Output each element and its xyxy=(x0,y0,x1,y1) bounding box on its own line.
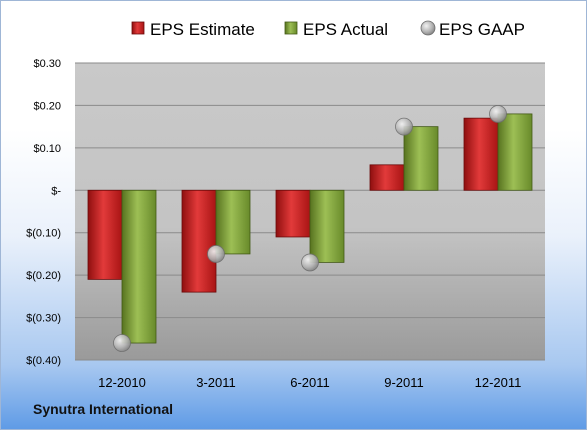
legend-swatch xyxy=(420,20,436,36)
bar-eps-estimate xyxy=(463,117,499,191)
y-tick-label: $(0.20) xyxy=(26,270,61,282)
bars xyxy=(87,113,533,344)
marker-eps-gaap xyxy=(301,253,319,272)
y-tick-label: $(0.30) xyxy=(26,313,61,325)
marker-eps-gaap xyxy=(395,117,413,136)
y-tick-label: $(0.40) xyxy=(26,355,61,367)
legend-label: EPS Actual xyxy=(303,20,388,39)
marker-eps-gaap xyxy=(113,334,131,352)
x-category-label: 12-2011 xyxy=(475,375,522,390)
y-tick-label: $- xyxy=(51,185,61,197)
bar-eps-estimate xyxy=(275,189,311,238)
y-tick-label: $(0.10) xyxy=(26,228,61,240)
x-category-label: 12-2010 xyxy=(98,375,146,390)
x-category-label: 6-2011 xyxy=(290,375,330,390)
legend-label: EPS Estimate xyxy=(150,20,255,39)
x-category-label: 3-2011 xyxy=(196,375,236,390)
bar-eps-actual xyxy=(215,189,251,255)
bar-eps-estimate xyxy=(87,189,123,280)
bar-eps-actual xyxy=(309,189,345,263)
y-tick-label: $0.20 xyxy=(33,100,61,112)
x-category-label: 9-2011 xyxy=(384,375,424,390)
y-tick-label: $0.30 xyxy=(33,58,61,70)
legend-label: EPS GAAP xyxy=(439,20,525,39)
bar-eps-estimate xyxy=(181,189,217,293)
company-name: Synutra International xyxy=(33,401,174,417)
marker-eps-gaap xyxy=(207,245,225,263)
bar-eps-actual xyxy=(497,113,533,191)
y-axis-ticks: $0.30 $0.20 $0.10 $- $(0.10) $(0.20) $(0.30) $(… xyxy=(26,58,61,367)
bar-eps-actual xyxy=(121,189,157,344)
legend: EPS Estimate EPS Actual EPS GAAP xyxy=(131,20,525,39)
marker-eps-gaap xyxy=(489,105,507,123)
legend-swatch xyxy=(284,21,298,35)
gaap-markers xyxy=(113,105,507,352)
x-axis-categories: 12-2010 3-2011 6-2011 9-2011 12-2011 xyxy=(98,375,521,390)
legend-swatch xyxy=(131,21,145,35)
bar-eps-actual xyxy=(403,126,439,191)
bar-eps-estimate xyxy=(369,164,405,191)
y-tick-label: $0.10 xyxy=(33,143,61,155)
